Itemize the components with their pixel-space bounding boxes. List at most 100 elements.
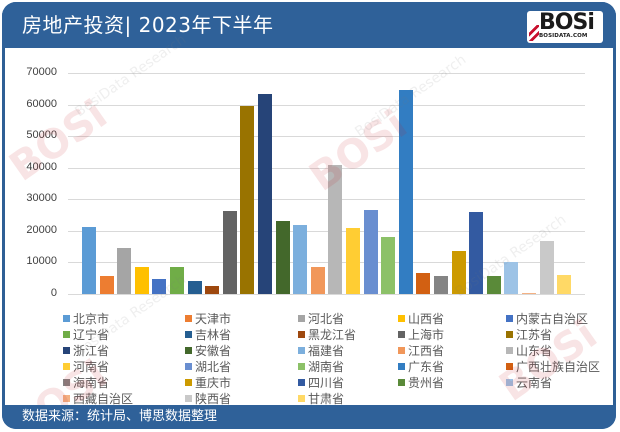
- chart-legend: 北京市 天津市 河北省 山西省 内蒙古自治区 辽宁省 吉林省 黑龙江省 上海市 江苏省 浙江省 安徽省…: [5, 310, 613, 406]
- bar-26: [539, 240, 554, 294]
- bar-17: [381, 237, 396, 294]
- legend-label: 河北省: [308, 312, 345, 326]
- legend-swatch-icon: [298, 395, 305, 402]
- legend-label: 海南省: [73, 376, 110, 390]
- legend-label: 西藏自治区: [73, 392, 134, 406]
- bar-1: [99, 275, 114, 294]
- bar-24: [504, 262, 519, 294]
- legend-label: 浙江省: [73, 344, 110, 358]
- legend-label: 吉林省: [195, 328, 232, 342]
- legend-swatch-icon: [63, 379, 70, 386]
- legend-swatch-icon: [506, 379, 513, 386]
- gridline: [68, 136, 585, 138]
- legend-item: 云南省: [506, 376, 552, 390]
- bar-3: [134, 267, 149, 294]
- legend-label: 上海市: [408, 328, 445, 342]
- legend-swatch-icon: [298, 315, 305, 322]
- legend-label: 山西省: [408, 312, 445, 326]
- legend-item: 内蒙古自治区: [506, 312, 588, 326]
- bar-8: [222, 210, 237, 294]
- data-source: 数据来源：统计局、博思数据整理: [22, 409, 218, 424]
- legend-swatch-icon: [298, 379, 305, 386]
- bar-9: [240, 106, 255, 294]
- legend-label: 安徽省: [195, 344, 232, 358]
- legend-label: 四川省: [308, 376, 345, 390]
- y-tick-label: 60000: [26, 97, 57, 110]
- legend-item: 湖北省: [185, 360, 231, 374]
- bar-18: [398, 90, 413, 294]
- gridline: [68, 167, 585, 169]
- bar-19: [416, 273, 431, 294]
- legend-label: 陕西省: [195, 392, 232, 406]
- legend-swatch-icon: [298, 331, 305, 338]
- legend-item: 北京市: [63, 312, 109, 326]
- bar-12: [293, 224, 308, 294]
- legend-item: 安徽省: [185, 344, 231, 358]
- bar-20: [434, 276, 448, 294]
- legend-swatch-icon: [298, 347, 305, 354]
- legend-swatch-icon: [185, 395, 192, 402]
- bar-14: [328, 164, 343, 294]
- legend-label: 福建省: [308, 344, 345, 358]
- bar-10: [258, 94, 272, 294]
- brand-logo: BOSi BOSIDATA.COM: [527, 11, 603, 43]
- legend-item: 山西省: [398, 312, 444, 326]
- legend-item: 福建省: [298, 344, 344, 358]
- legend-swatch-icon: [63, 395, 70, 402]
- bar-21: [451, 250, 466, 294]
- legend-swatch-icon: [398, 315, 405, 322]
- legend-label: 天津市: [195, 312, 232, 326]
- bar-6: [187, 281, 202, 294]
- legend-item: 辽宁省: [63, 328, 109, 342]
- gridline: [68, 73, 585, 74]
- bar-7: [205, 286, 220, 294]
- legend-label: 江西省: [408, 344, 445, 358]
- y-tick-label: 50000: [26, 129, 57, 142]
- bar-5: [170, 266, 184, 294]
- legend-swatch-icon: [63, 347, 70, 354]
- gridline: [68, 262, 585, 264]
- legend-swatch-icon: [506, 363, 513, 370]
- legend-swatch-icon: [63, 331, 70, 338]
- legend-label: 甘肃省: [308, 392, 345, 406]
- legend-item: 陕西省: [185, 392, 231, 406]
- legend-swatch-icon: [398, 379, 405, 386]
- legend-item: 甘肃省: [298, 392, 344, 406]
- legend-swatch-icon: [398, 347, 405, 354]
- legend-item: 江苏省: [506, 328, 552, 342]
- legend-label: 北京市: [73, 312, 110, 326]
- legend-label: 辽宁省: [73, 328, 110, 342]
- legend-label: 广西壮族自治区: [516, 360, 601, 374]
- plot-area: 0 10000 20000 30000 40000 50000 60000 70000: [5, 48, 613, 308]
- legend-label: 河南省: [73, 360, 110, 374]
- legend-item: 广西壮族自治区: [506, 360, 600, 374]
- legend-swatch-icon: [398, 331, 405, 338]
- logo-text: BOSi: [539, 10, 595, 35]
- gridline: [68, 104, 585, 106]
- legend-swatch-icon: [185, 363, 192, 370]
- bar-2: [117, 247, 132, 294]
- y-tick-label: 0: [50, 287, 57, 299]
- bar-0: [82, 227, 96, 294]
- bar-23: [486, 275, 501, 294]
- bar-22: [469, 211, 484, 294]
- legend-swatch-icon: [63, 315, 70, 322]
- bar-11: [275, 220, 290, 294]
- legend-label: 湖北省: [195, 360, 232, 374]
- legend-item: 浙江省: [63, 344, 109, 358]
- y-tick-label: 20000: [26, 223, 57, 236]
- legend-swatch-icon: [506, 315, 513, 322]
- bar-16: [363, 209, 378, 294]
- header-band: 房地产投资| 2023年下半年 BOSi BOSIDATA.COM: [2, 2, 616, 48]
- legend-label: 广东省: [408, 360, 445, 374]
- legend-item: 西藏自治区: [63, 392, 133, 406]
- bar-25: [522, 292, 536, 294]
- logo-stripe-icon: [529, 25, 539, 41]
- legend-item: 河南省: [63, 360, 109, 374]
- legend-label: 江苏省: [516, 328, 553, 342]
- legend-item: 重庆市: [185, 376, 231, 390]
- y-tick-label: 40000: [26, 160, 57, 173]
- legend-swatch-icon: [398, 363, 405, 370]
- legend-item: 山东省: [506, 344, 552, 358]
- gridline: [68, 294, 585, 295]
